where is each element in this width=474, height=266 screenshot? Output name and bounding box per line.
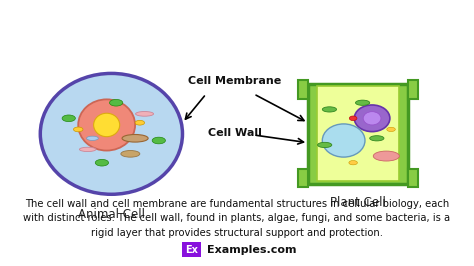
Ellipse shape [62,115,75,122]
Ellipse shape [86,136,99,140]
FancyBboxPatch shape [317,86,399,181]
Ellipse shape [95,159,109,166]
FancyBboxPatch shape [308,84,408,184]
Ellipse shape [363,112,381,125]
Ellipse shape [356,100,370,105]
Text: Ex: Ex [185,244,199,255]
FancyBboxPatch shape [408,80,418,99]
Ellipse shape [349,116,357,120]
Ellipse shape [79,147,96,152]
FancyBboxPatch shape [408,169,418,187]
Ellipse shape [93,113,119,137]
Text: Animal Cell: Animal Cell [78,207,145,221]
Text: The cell wall and cell membrane are fundamental structures in cellular biology, : The cell wall and cell membrane are fund… [23,199,451,238]
Ellipse shape [355,105,390,132]
Ellipse shape [373,151,399,161]
Ellipse shape [349,161,357,165]
Ellipse shape [121,151,140,157]
Text: Plant Cell: Plant Cell [330,196,386,209]
Ellipse shape [135,120,145,125]
Ellipse shape [122,135,148,142]
FancyBboxPatch shape [182,242,201,257]
Text: Cell Wall and Cell Membrane: Cell Wall and Cell Membrane [69,13,405,33]
Ellipse shape [318,142,332,148]
Ellipse shape [370,136,384,141]
Ellipse shape [40,73,182,194]
Text: Examples.com: Examples.com [207,244,297,255]
Ellipse shape [136,111,154,116]
FancyBboxPatch shape [298,80,308,99]
Ellipse shape [152,137,165,144]
Ellipse shape [322,107,337,112]
Text: Cell Wall: Cell Wall [208,128,262,138]
Ellipse shape [387,127,395,131]
FancyBboxPatch shape [298,169,308,187]
Ellipse shape [109,99,123,106]
Ellipse shape [322,124,365,157]
Ellipse shape [73,127,83,132]
Text: Cell Membrane: Cell Membrane [188,76,281,86]
Ellipse shape [78,99,135,151]
